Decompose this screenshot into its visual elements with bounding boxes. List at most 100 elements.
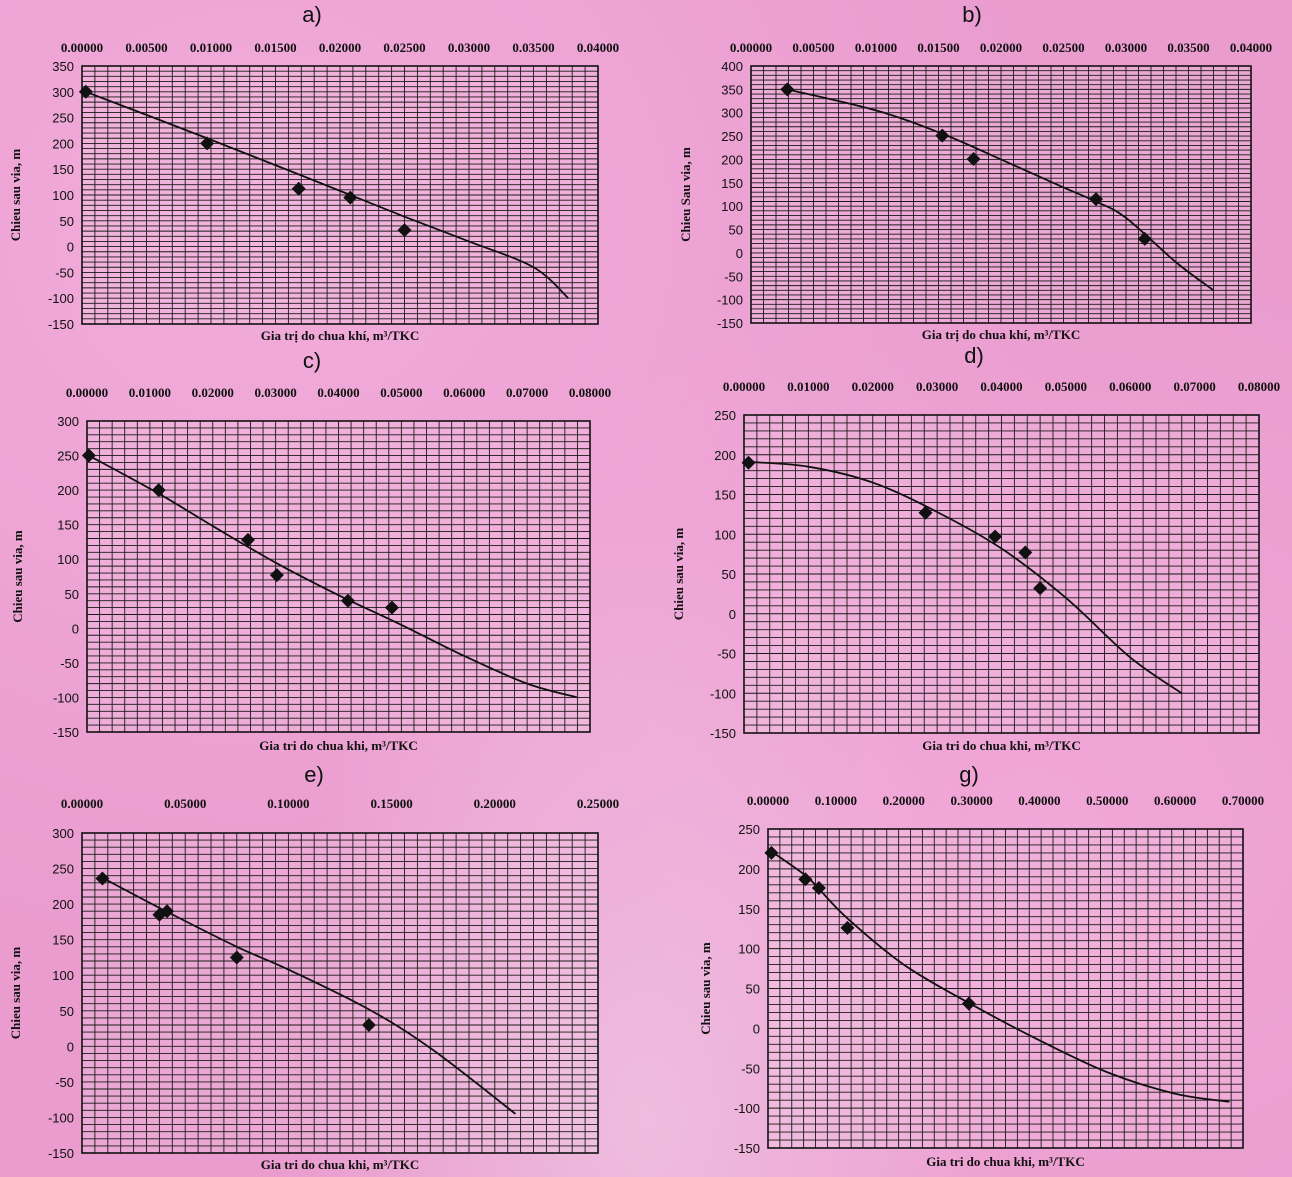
data-point [397, 223, 412, 238]
y-tick-label: -100 [48, 1110, 74, 1125]
y-tick-label: 300 [52, 85, 74, 100]
y-tick-label: 150 [738, 902, 760, 917]
chart-panel-4: e) 0.00000 0.05000 0.10000 0.15000 0.20000 0.2… [8, 762, 619, 1172]
x-tick-label: 0.04000 [980, 379, 1022, 394]
y-tick-label: 300 [721, 106, 743, 121]
y-tick-label: -100 [717, 293, 743, 308]
y-tick-label: 350 [721, 82, 743, 97]
y-tick-label: 200 [721, 152, 743, 167]
x-tick-label: 0.02000 [852, 379, 894, 394]
y-tick-label: -100 [48, 291, 74, 306]
y-tick-label: 250 [52, 111, 74, 126]
x-axis-label: Gia trị do chua khí, m³/TKC [261, 328, 419, 343]
x-tick-label: 0.03000 [916, 379, 958, 394]
y-tick-label: -150 [734, 1141, 760, 1156]
x-tick-label: 0.00500 [125, 40, 167, 55]
y-tick-label: 100 [57, 552, 79, 567]
y-tick-label: 50 [722, 567, 736, 582]
x-tick-label: 0.10000 [267, 796, 309, 811]
x-tick-label: 0.20000 [883, 793, 925, 808]
x-tick-label: 0.05000 [164, 796, 206, 811]
y-tick-label: 150 [57, 518, 79, 533]
data-point [291, 181, 306, 196]
y-tick-label: 300 [57, 414, 79, 429]
y-tick-label: 100 [738, 942, 760, 957]
y-axis-label: Chieu sau via, m [698, 942, 713, 1035]
y-tick-label: 250 [52, 862, 74, 877]
data-point [151, 483, 166, 498]
plot-border [750, 65, 1252, 324]
x-tick-label: 0.06000 [443, 385, 485, 400]
y-tick-label: 300 [52, 826, 74, 841]
y-tick-label: 200 [57, 483, 79, 498]
x-tick-label: 0.03000 [448, 40, 490, 55]
x-tick-label: 0.01000 [129, 385, 171, 400]
chart-panel-2: c) 0.00000 0.01000 0.02000 0.03000 0.04000 0.0… [10, 348, 611, 753]
trend-line [748, 461, 1183, 694]
y-tick-label: 100 [52, 968, 74, 983]
x-tick-label: 0.06000 [1109, 379, 1151, 394]
plot-border [86, 420, 591, 733]
data-point [811, 881, 826, 896]
y-tick-label: 250 [714, 408, 736, 423]
x-tick-label: 0.00000 [66, 385, 108, 400]
data-point [340, 593, 355, 608]
y-tick-label: -100 [734, 1101, 760, 1116]
panel-label: b) [962, 2, 982, 27]
x-axis-label: Gia trị do chua khí, m³/TKC [922, 327, 1080, 342]
plot-border [767, 828, 1244, 1149]
y-axis-label: Chieu Sau via, m [678, 147, 693, 242]
data-point [961, 996, 976, 1011]
data-point [764, 845, 779, 860]
x-tick-label: 0.07000 [506, 385, 548, 400]
y-tick-label: -100 [710, 686, 736, 701]
y-tick-label: -150 [717, 316, 743, 331]
y-axis-label: Chieu sau via, m [8, 149, 23, 242]
y-tick-label: 150 [714, 488, 736, 503]
y-tick-label: 0 [67, 240, 74, 255]
y-tick-label: -100 [53, 690, 79, 705]
x-tick-label: 0.03000 [255, 385, 297, 400]
data-point [798, 872, 813, 887]
trend-line [787, 88, 1215, 292]
y-tick-label: 250 [721, 129, 743, 144]
x-tick-label: 0.20000 [474, 796, 516, 811]
y-tick-label: 50 [729, 223, 743, 238]
x-tick-label: 0.04000 [317, 385, 359, 400]
data-point [780, 82, 795, 97]
x-tick-label: 0.00000 [61, 796, 103, 811]
y-tick-label: 0 [753, 1021, 760, 1036]
y-tick-label: 200 [714, 448, 736, 463]
x-tick-label: 0.01000 [190, 40, 232, 55]
chart-panel-0: a) 0.00000 0.00500 0.01000 0.01500 0.02000 0.0… [8, 2, 619, 343]
x-tick-label: 0.07000 [1174, 379, 1216, 394]
x-tick-label: 0.00000 [747, 793, 789, 808]
x-tick-label: 0.01500 [254, 40, 296, 55]
data-point [840, 920, 855, 935]
panel-label: c) [303, 348, 321, 373]
y-tick-label: 50 [746, 982, 760, 997]
x-tick-label: 0.02000 [980, 40, 1022, 55]
data-point [240, 532, 255, 547]
y-tick-label: -50 [55, 1075, 74, 1090]
y-tick-label: 400 [721, 59, 743, 74]
data-point [229, 950, 244, 965]
x-tick-label: 0.70000 [1222, 793, 1264, 808]
y-tick-label: -50 [717, 647, 736, 662]
x-tick-label: 0.03500 [512, 40, 554, 55]
data-point [1018, 545, 1033, 560]
plot-border [81, 832, 599, 1154]
y-tick-label: 150 [721, 176, 743, 191]
y-tick-label: 150 [52, 162, 74, 177]
data-point [1089, 192, 1103, 207]
data-point [81, 448, 96, 463]
y-tick-label: -50 [741, 1061, 760, 1076]
data-point [269, 568, 284, 583]
y-tick-label: 100 [52, 188, 74, 203]
y-tick-label: -150 [710, 726, 736, 741]
x-tick-label: 0.40000 [1018, 793, 1060, 808]
data-point [160, 904, 175, 919]
panel-label: e) [304, 762, 324, 787]
grid [82, 833, 598, 1153]
x-axis-label: Gia tri do chua khi, m³/TKC [259, 738, 417, 753]
